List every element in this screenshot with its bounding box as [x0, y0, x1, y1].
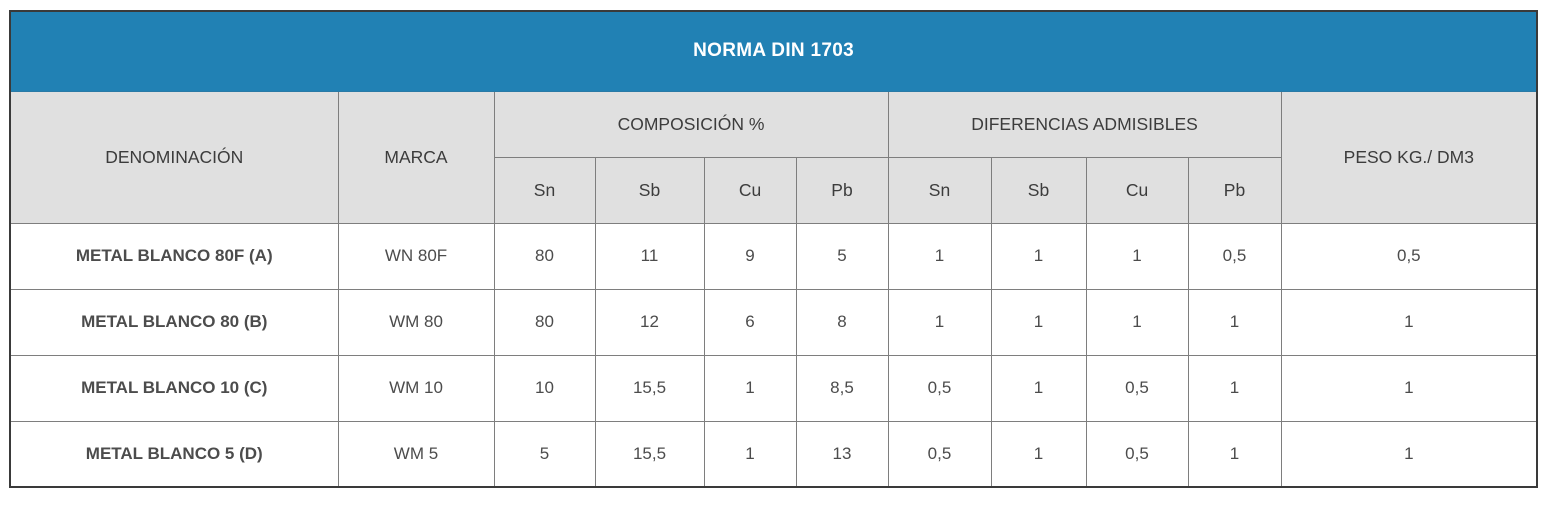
- cell-diferencias-sb: 1: [990, 288, 1087, 356]
- cell-composicion-cu: 6: [703, 288, 797, 356]
- cell-diferencias-pb: 1: [1187, 288, 1282, 356]
- cell-diferencias-cu: 1: [1085, 288, 1189, 356]
- cell-diferencias-cu: 0,5: [1085, 354, 1189, 422]
- table-title: NORMA DIN 1703: [9, 10, 1538, 92]
- cell-peso: 1: [1280, 354, 1538, 422]
- column-header-denominacion: DENOMINACIÓN: [9, 90, 339, 224]
- cell-diferencias-cu: 1: [1085, 222, 1189, 290]
- column-header-marca: MARCA: [337, 90, 495, 224]
- cell-composicion-sn: 10: [493, 354, 596, 422]
- column-group-composicion: COMPOSICIÓN %: [493, 90, 889, 158]
- norma-din-1703-table-container: NORMA DIN 1703 DENOMINACIÓN MARCA COMPOS…: [9, 10, 1539, 488]
- subcolumn-diferencias-sb: Sb: [990, 156, 1087, 224]
- column-group-diferencias: DIFERENCIAS ADMISIBLES: [887, 90, 1282, 158]
- cell-composicion-sn: 80: [493, 288, 596, 356]
- cell-composicion-sn: 80: [493, 222, 596, 290]
- cell-denominacion: METAL BLANCO 80 (B): [9, 288, 339, 356]
- cell-diferencias-pb: 1: [1187, 354, 1282, 422]
- cell-denominacion: METAL BLANCO 10 (C): [9, 354, 339, 422]
- subcolumn-diferencias-pb: Pb: [1187, 156, 1282, 224]
- cell-marca: WM 5: [337, 420, 495, 488]
- cell-composicion-sb: 15,5: [594, 420, 705, 488]
- table-title-row: NORMA DIN 1703: [9, 10, 1538, 92]
- cell-composicion-pb: 8,5: [795, 354, 889, 422]
- cell-composicion-cu: 9: [703, 222, 797, 290]
- cell-diferencias-pb: 1: [1187, 420, 1282, 488]
- table-subheader-row: Sn Sb Cu Pb Sn Sb Cu Pb: [10, 156, 1537, 224]
- cell-marca: WM 10: [337, 354, 495, 422]
- table-row: METAL BLANCO 5 (D) WM 5 5 15,5 1 13 0,5 …: [9, 420, 1538, 488]
- cell-denominacion: METAL BLANCO 80F (A): [9, 222, 339, 290]
- cell-diferencias-pb: 0,5: [1187, 222, 1282, 290]
- norma-din-1703-table: NORMA DIN 1703 DENOMINACIÓN MARCA COMPOS…: [9, 10, 1539, 488]
- table-row: METAL BLANCO 10 (C) WM 10 10 15,5 1 8,5 …: [9, 354, 1538, 422]
- table-group-header-row: DENOMINACIÓN MARCA COMPOSICIÓN % DIFEREN…: [9, 90, 1538, 224]
- cell-composicion-cu: 1: [703, 354, 797, 422]
- cell-diferencias-cu: 0,5: [1085, 420, 1189, 488]
- cell-composicion-pb: 13: [795, 420, 889, 488]
- cell-peso: 1: [1280, 288, 1538, 356]
- table-row: METAL BLANCO 80 (B) WM 80 80 12 6 8 1 1 …: [9, 288, 1538, 356]
- subcolumn-composicion-pb: Pb: [795, 156, 889, 224]
- table-row: METAL BLANCO 80F (A) WN 80F 80 11 9 5 1 …: [9, 222, 1538, 290]
- cell-marca: WM 80: [337, 288, 495, 356]
- cell-diferencias-sn: 1: [887, 222, 992, 290]
- cell-composicion-sb: 15,5: [594, 354, 705, 422]
- cell-composicion-cu: 1: [703, 420, 797, 488]
- cell-marca: WN 80F: [337, 222, 495, 290]
- subcolumn-diferencias-sn: Sn: [887, 156, 992, 224]
- cell-peso: 1: [1280, 420, 1538, 488]
- subcolumn-composicion-sn: Sn: [493, 156, 596, 224]
- cell-peso: 0,5: [1280, 222, 1538, 290]
- cell-composicion-pb: 5: [795, 222, 889, 290]
- subcolumn-composicion-sb: Sb: [594, 156, 705, 224]
- cell-diferencias-sn: 0,5: [887, 354, 992, 422]
- cell-composicion-sb: 11: [594, 222, 705, 290]
- cell-composicion-sn: 5: [493, 420, 596, 488]
- cell-diferencias-sb: 1: [990, 354, 1087, 422]
- cell-diferencias-sb: 1: [990, 420, 1087, 488]
- cell-composicion-pb: 8: [795, 288, 889, 356]
- cell-denominacion: METAL BLANCO 5 (D): [9, 420, 339, 488]
- cell-composicion-sb: 12: [594, 288, 705, 356]
- cell-diferencias-sb: 1: [990, 222, 1087, 290]
- cell-diferencias-sn: 1: [887, 288, 992, 356]
- cell-diferencias-sn: 0,5: [887, 420, 992, 488]
- column-header-peso: PESO KG./ DM3: [1280, 90, 1538, 224]
- subcolumn-diferencias-cu: Cu: [1085, 156, 1189, 224]
- subcolumn-composicion-cu: Cu: [703, 156, 797, 224]
